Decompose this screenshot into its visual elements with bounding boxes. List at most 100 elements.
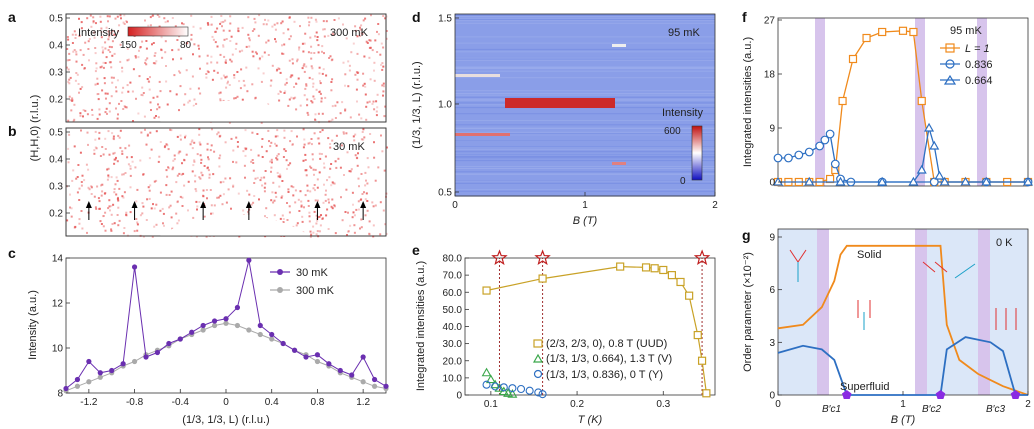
noise-dot [270,158,273,161]
noise-dot [373,69,375,72]
data-point [223,316,229,322]
noise-dot [152,62,155,65]
v-point [498,386,509,396]
f-point-0664 [939,176,950,186]
noise-dot [320,214,322,217]
noise-dot [199,143,202,146]
noise-dot [74,37,77,39]
noise-dot [79,151,82,154]
noise-dot [129,167,132,170]
noise-dot [77,83,80,85]
noise-dot [198,133,201,136]
noise-dot [127,90,130,93]
critical-point [935,390,946,399]
noise-dot [319,82,322,85]
noise-dot [330,89,333,92]
noise-dot [384,17,387,20]
noise-dot [301,67,304,70]
noise-dot [352,211,355,214]
ytick-label: 10 [52,344,64,355]
noise-dot [155,179,158,182]
noise-dot [129,174,132,177]
noise-dot [220,21,223,24]
noise-dot [177,219,180,222]
noise-dot [316,199,319,202]
noise-dot [171,227,174,230]
noise-dot [120,17,122,20]
ytick-label: 6 [769,285,775,296]
noise-dot [307,199,310,202]
uud-point [659,265,668,275]
noise-dot [213,69,216,72]
noise-dot [271,161,273,164]
data-point [211,322,218,329]
f-point-0664 [981,176,992,186]
noise-dot [95,62,98,65]
noise-dot [382,46,385,49]
noise-dot [71,97,74,100]
noise-dot [309,235,312,238]
noise-dot [313,52,316,54]
noise-dot [252,55,255,58]
noise-dot [322,28,324,31]
noise-dot [303,42,306,45]
noise-dot [199,177,202,180]
noise-dot [92,20,95,23]
noise-dot [162,222,164,225]
noise-dot [73,49,76,51]
noise-dot [121,66,124,69]
noise-dot [72,50,75,53]
noise-dot [366,42,369,44]
noise-dot [127,58,130,61]
noise-dot [121,173,123,176]
ytick-label: 0.2 [49,209,63,220]
y-point [538,390,547,399]
noise-dot [318,66,321,69]
noise-dot [310,45,313,48]
noise-dot [330,81,333,83]
noise-dot [194,180,197,183]
heatmap-stripe [455,36,715,38]
panel-a-cbar-label: Intensity [78,27,119,39]
data-point [280,340,286,347]
noise-dot [323,52,325,55]
noise-dot [227,80,229,83]
noise-dot [142,173,145,176]
noise-dot [267,129,270,132]
noise-dot [154,62,157,65]
noise-dot [355,88,358,91]
noise-dot [300,204,303,207]
noise-dot [318,152,321,155]
noise-dot [175,93,178,96]
noise-dot [276,158,279,161]
noise-dot [200,171,203,174]
noise-dot [344,109,347,112]
noise-dot [78,17,80,20]
noise-dot [287,191,290,193]
noise-dot [341,219,344,222]
f-point-0836 [815,141,825,151]
noise-dot [166,144,169,147]
noise-dot [129,81,132,84]
noise-dot [197,44,200,47]
noise-dot [366,200,369,202]
noise-dot [115,193,118,196]
noise-dot [117,199,120,202]
noise-dot [144,19,146,22]
noise-dot [327,198,330,201]
noise-dot [212,38,215,41]
ytick-label: 0.3 [49,68,63,79]
noise-dot [359,28,362,31]
noise-dot [307,51,310,54]
f-point-l1 [917,96,926,106]
noise-dot [293,20,296,23]
xtick-label: 0 [452,200,458,211]
noise-dot [199,92,202,95]
noise-dot [129,165,132,168]
noise-dot [148,197,151,200]
noise-dot [380,134,382,137]
panel-d-band-upper [455,74,500,77]
noise-dot [315,20,318,23]
noise-dot [167,166,170,169]
